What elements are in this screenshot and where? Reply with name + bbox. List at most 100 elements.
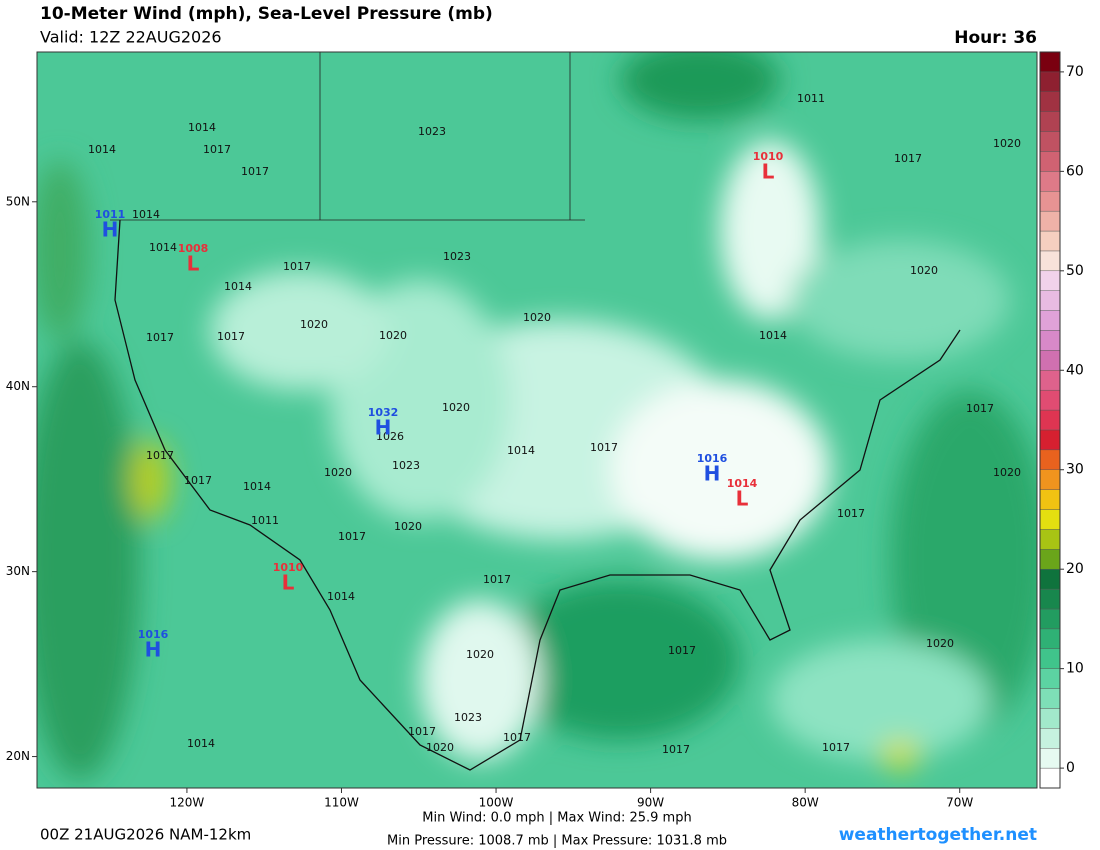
center-pressure: 1011 [95, 208, 126, 221]
isobar-label: 1017 [146, 449, 174, 462]
colorbar-bin [1039, 409, 1061, 431]
isobar-label: 1020 [993, 137, 1021, 150]
forecast-hour: Hour: 36 [954, 28, 1037, 48]
map-field [37, 52, 1037, 788]
isobar-label: 1023 [418, 125, 446, 138]
isobar-label: 1023 [392, 459, 420, 472]
center-letter: H [704, 462, 721, 486]
isobar-label: 1017 [283, 260, 311, 273]
colorbar-bin [1039, 708, 1061, 729]
colorbar-bin [1039, 151, 1061, 172]
isobar-label: 1014 [188, 121, 216, 134]
isobar-label: 1017 [966, 402, 994, 415]
center-letter: H [145, 638, 162, 662]
colorbar-bin [1039, 370, 1061, 391]
wind-shading [37, 52, 1037, 780]
isobar-label: 1017 [146, 331, 174, 344]
isobar-label: 1020 [324, 466, 352, 479]
isobar-label: 1020 [926, 637, 954, 650]
title: 10-Meter Wind (mph), Sea-Level Pressure … [40, 4, 493, 24]
colorbar-bin [1039, 330, 1061, 351]
colorbar-bin [1039, 608, 1061, 630]
colorbar-bin [1039, 350, 1061, 371]
y-tick-label: 40N [6, 379, 30, 393]
isobar-label: 1017 [668, 644, 696, 657]
isobar-label: 1020 [442, 401, 470, 414]
isobar-label: 1011 [797, 92, 825, 105]
colorbar-bin [1039, 250, 1061, 272]
x-tick-label: 110W [324, 796, 359, 810]
colorbar-bin [1039, 668, 1061, 689]
center-letter: H [102, 218, 119, 242]
isobar-label: 1020 [300, 318, 328, 331]
colorbar-bin [1039, 191, 1061, 212]
isobar-label: 1017 [203, 143, 231, 156]
colorbar-bin [1039, 728, 1061, 749]
colorbar-bin [1039, 767, 1061, 789]
colorbar-tick-label: 70 [1066, 64, 1084, 80]
borders [110, 52, 585, 221]
isobar-label: 1014 [759, 329, 787, 342]
colorbar-bin [1039, 588, 1061, 610]
isobar-label: 1023 [443, 250, 471, 263]
isobar-label: 1017 [483, 573, 511, 586]
isobar-label: 1017 [662, 743, 690, 756]
x-tick-label: 80W [792, 796, 819, 810]
model-run: 00Z 21AUG2026 NAM-12km [40, 826, 251, 844]
colorbar-bin [1039, 449, 1061, 470]
isobar-label: 1017 [822, 741, 850, 754]
center-letter: L [762, 160, 775, 184]
coastline [114, 219, 961, 771]
isobar-label: 1014 [224, 280, 252, 293]
isobar-label: 1017 [837, 507, 865, 520]
center-letter: L [736, 487, 749, 511]
isobar-label: 1020 [379, 329, 407, 342]
colorbar-bin [1039, 529, 1061, 550]
center-letter: L [187, 252, 200, 276]
colorbar-bin [1039, 71, 1061, 92]
isobar-label: 1017 [184, 474, 212, 487]
y-tick-label: 30N [6, 564, 30, 578]
x-tick-label: 70W [946, 796, 973, 810]
colorbar-bin [1039, 389, 1061, 411]
colorbar-tick-label: 0 [1066, 760, 1075, 776]
center-pressure: 1014 [727, 477, 758, 490]
colorbar-bin [1039, 91, 1061, 112]
colorbar-frame [1039, 51, 1061, 789]
isobar-label: 1014 [507, 444, 535, 457]
colorbar-bin [1039, 290, 1061, 311]
isobar-label: 1020 [466, 648, 494, 661]
isobar-label: 1026 [376, 430, 404, 443]
isobar-label: 1017 [894, 152, 922, 165]
colorbar-bin [1039, 230, 1061, 252]
isobar-label: 1011 [251, 514, 279, 527]
colorbar-bin [1039, 628, 1061, 649]
isobar-label: 1017 [503, 731, 531, 744]
isobar-label: 1014 [327, 590, 355, 603]
colorbar-bin [1039, 429, 1061, 451]
colorbar-bin [1039, 111, 1061, 132]
isobar-label: 1017 [241, 165, 269, 178]
colorbar-tick-label: 30 [1066, 462, 1084, 478]
x-tick-label: 100W [479, 796, 514, 810]
isobar-label: 1014 [88, 143, 116, 156]
colorbar-bin [1039, 549, 1061, 570]
site-link[interactable]: weathertogether.net [839, 825, 1037, 845]
colorbar-tick-label: 50 [1066, 263, 1084, 279]
colorbar-bin [1039, 688, 1061, 709]
colorbar: 0 10 20 30 40 50 60 70 [1039, 51, 1084, 789]
colorbar-bin [1039, 171, 1061, 192]
center-pressure: 1032 [368, 406, 399, 419]
center-pressure: 1010 [753, 150, 784, 163]
isobar-label: 1020 [394, 520, 422, 533]
center-pressure: 1016 [138, 628, 169, 641]
x-tick-label: 90W [637, 796, 664, 810]
colorbar-bin [1039, 310, 1061, 331]
isobar-label: 1014 [243, 480, 271, 493]
isobar-label: 1014 [132, 208, 160, 221]
isobar-label: 1017 [590, 441, 618, 454]
center-pressure: 1016 [697, 452, 728, 465]
colorbar-bin [1039, 748, 1061, 769]
